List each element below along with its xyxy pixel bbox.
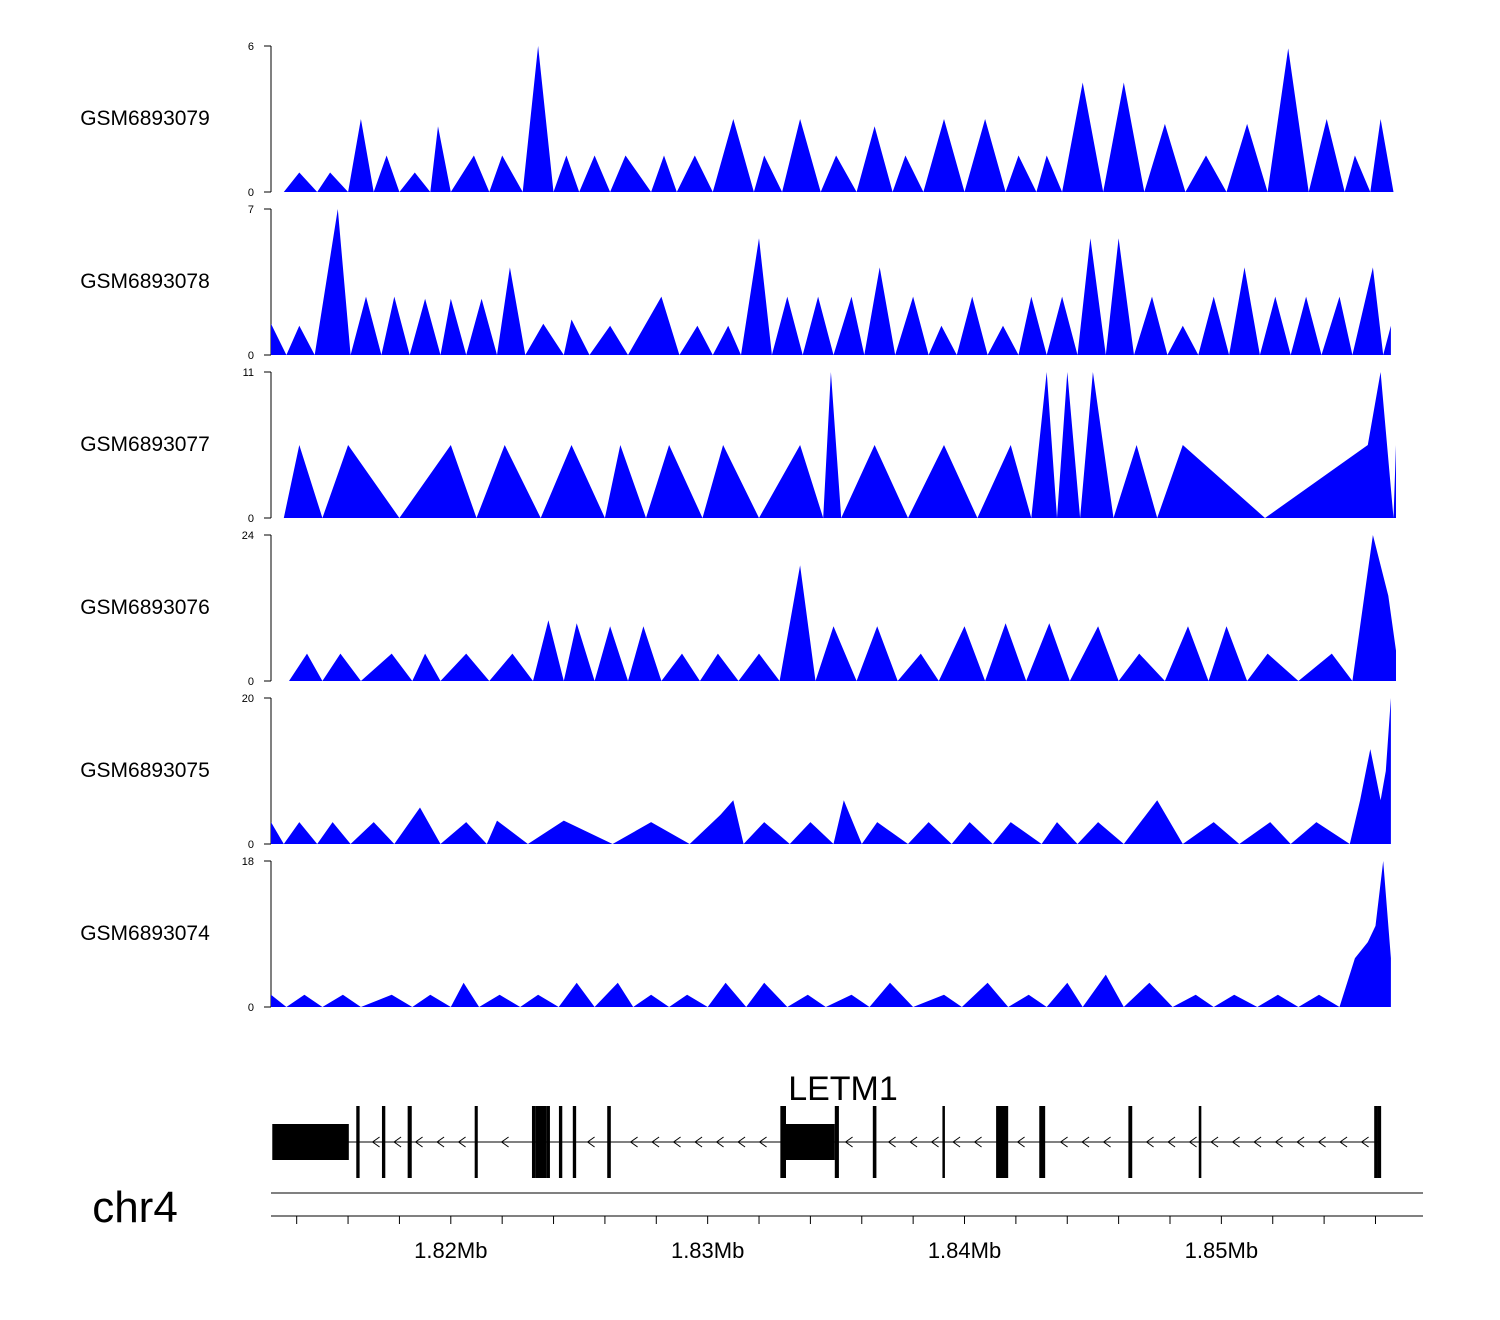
axis-tick-label: 1.83Mb (671, 1238, 744, 1263)
exon (1039, 1106, 1046, 1178)
strand-chevron (1339, 1136, 1348, 1148)
track-label: GSM6893079 (80, 107, 210, 130)
gene-name-label: LETM1 (788, 1070, 898, 1108)
genome-axis: chr4 1.82Mb 1.83Mb 1.84Mb 1.85Mb (92, 1183, 1423, 1263)
exon (1128, 1106, 1133, 1178)
strand-chevron (737, 1136, 746, 1148)
track-label: GSM6893075 (80, 759, 210, 782)
exon (572, 1106, 577, 1178)
track-label: GSM6893078 (80, 270, 210, 293)
exon (381, 1106, 386, 1178)
coverage-area (283, 46, 1394, 192)
y-axis-zero-label: 0 (248, 513, 254, 525)
strand-chevron (1102, 1136, 1111, 1148)
gene-track: LETM1 (272, 1070, 1382, 1178)
exon (872, 1106, 877, 1178)
track-GSM6893076: GSM6893076 24 0 (80, 530, 1396, 688)
exon (996, 1106, 1009, 1178)
track-GSM6893078: GSM6893078 7 0 (80, 204, 1391, 362)
strand-chevron (1360, 1136, 1369, 1148)
exon (542, 1106, 547, 1178)
y-axis-zero-label: 0 (248, 350, 254, 362)
strand-chevron (844, 1136, 853, 1148)
exon (356, 1106, 360, 1178)
strand-chevron (1296, 1136, 1305, 1148)
strand-chevron (457, 1136, 466, 1148)
strand-chevron (1274, 1136, 1283, 1148)
coverage-area (283, 372, 1396, 518)
strand-chevron (952, 1136, 961, 1148)
y-axis-zero-label: 0 (248, 187, 254, 199)
y-axis-max-label: 11 (243, 367, 254, 379)
track-label: GSM6893077 (80, 433, 210, 456)
coverage-area (271, 861, 1391, 1007)
strand-chevron (1188, 1136, 1197, 1148)
track-label: GSM6893074 (80, 922, 210, 945)
exon (558, 1106, 563, 1178)
exon (942, 1106, 945, 1178)
coverage-area (289, 535, 1396, 681)
coverage-area (271, 698, 1391, 844)
strand-chevron (1253, 1136, 1262, 1148)
y-axis-zero-label: 0 (248, 839, 254, 851)
exon (535, 1106, 543, 1178)
strand-chevron (887, 1136, 896, 1148)
track-GSM6893075: GSM6893075 20 0 (80, 693, 1391, 851)
tracks-layer: GSM689307960GSM689307870GSM6893077110GSM… (80, 41, 1396, 1014)
strand-chevron (1016, 1136, 1025, 1148)
track-GSM6893079: GSM6893079 6 0 (80, 41, 1394, 199)
strand-chevron (414, 1136, 423, 1148)
strand-chevron (1210, 1136, 1219, 1148)
y-axis-zero-label: 0 (248, 676, 254, 688)
strand-chevron (629, 1136, 638, 1148)
track-GSM6893077: GSM6893077 11 0 (80, 367, 1396, 525)
axis-tick-label: 1.84Mb (928, 1238, 1001, 1263)
strand-chevron (436, 1136, 445, 1148)
y-axis-max-label: 6 (248, 41, 254, 53)
track-GSM6893074: GSM6893074 18 0 (80, 856, 1391, 1014)
axis-tick-label: 1.82Mb (414, 1238, 487, 1263)
exon (546, 1106, 550, 1178)
strand-chevron (500, 1136, 509, 1148)
strand-chevron (1059, 1136, 1068, 1148)
exon (607, 1106, 611, 1178)
strand-chevron (715, 1136, 724, 1148)
exon (407, 1106, 412, 1178)
exon (272, 1124, 349, 1160)
strand-chevron (393, 1136, 402, 1148)
exon (474, 1106, 478, 1178)
y-axis-max-label: 7 (248, 204, 254, 216)
strand-chevron (930, 1136, 939, 1148)
track-label: GSM6893076 (80, 596, 210, 619)
coverage-area (271, 209, 1391, 355)
exon (1374, 1106, 1378, 1178)
strand-chevron (1167, 1136, 1176, 1148)
y-axis-zero-label: 0 (248, 1002, 254, 1014)
strand-chevron (1317, 1136, 1326, 1148)
strand-chevron (586, 1136, 595, 1148)
strand-chevron (909, 1136, 918, 1148)
exon (531, 1106, 536, 1178)
chromosome-label: chr4 (92, 1183, 178, 1232)
axis-tick-label: 1.85Mb (1185, 1238, 1258, 1263)
strand-chevron (672, 1136, 681, 1148)
strand-chevron (1145, 1136, 1154, 1148)
strand-chevron (973, 1136, 982, 1148)
strand-chevron (1231, 1136, 1240, 1148)
exon (780, 1106, 786, 1178)
y-axis-max-label: 24 (242, 530, 254, 542)
exon (1198, 1106, 1202, 1178)
strand-chevron (1081, 1136, 1090, 1148)
strand-chevron (651, 1136, 660, 1148)
exon (1377, 1106, 1382, 1178)
exon (834, 1106, 839, 1178)
strand-chevron (694, 1136, 703, 1148)
y-axis-max-label: 20 (242, 693, 254, 705)
y-axis-max-label: 18 (242, 856, 254, 868)
exon (785, 1124, 835, 1160)
strand-chevron (371, 1136, 380, 1148)
strand-chevron (758, 1136, 767, 1148)
